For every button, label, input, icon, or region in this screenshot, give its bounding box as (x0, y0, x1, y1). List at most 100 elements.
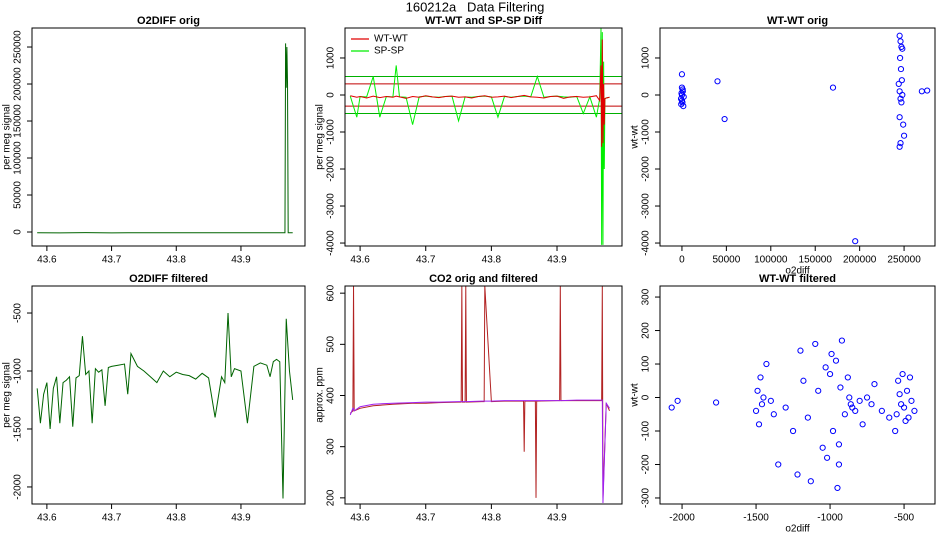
point (900, 404, 908, 411)
point (678, 71, 686, 78)
y-tick-label: 1000 (326, 46, 337, 69)
point (721, 115, 728, 123)
point (844, 374, 851, 381)
x-tick-label: 43.9 (547, 513, 567, 524)
x-tick-label: 150000 (799, 255, 833, 266)
point (899, 370, 906, 378)
point (903, 387, 911, 394)
x-tick-label: 43.6 (350, 513, 370, 524)
point (680, 102, 687, 110)
y-tick-label: -4000 (326, 230, 337, 256)
point (754, 387, 761, 394)
x-axis-label: o2diff (785, 524, 810, 535)
point (758, 401, 766, 408)
panel-title: WT-WT and SP-SP Diff (425, 15, 542, 27)
y-tick-label: -1000 (326, 119, 337, 145)
x-tick-label: 43.7 (416, 513, 436, 524)
point (829, 84, 837, 91)
panel-title: WT-WT orig (767, 15, 828, 27)
y-tick-label: 250000 (13, 30, 24, 64)
point (847, 401, 854, 408)
point (800, 377, 807, 384)
point (828, 350, 835, 358)
plot-area (677, 32, 931, 245)
y-tick-label: 300 (641, 288, 652, 305)
y-tick-label: -3000 (326, 193, 337, 219)
point (892, 427, 899, 435)
y-tick-label: -3000 (641, 193, 652, 219)
point (835, 461, 843, 468)
point (789, 427, 797, 435)
x-tick-label: 43.6 (37, 513, 57, 524)
x-tick-label: 43.7 (102, 255, 122, 266)
y-tick-label: 1000 (641, 46, 652, 69)
point (898, 99, 905, 106)
y-tick-label: -4000 (641, 230, 652, 256)
plot-frame (659, 27, 936, 247)
y-axis-label: wt-wt (630, 383, 641, 408)
point (868, 401, 875, 408)
x-tick-label: 43.9 (231, 513, 251, 524)
point (897, 65, 905, 73)
x-tick-label: -1500 (743, 513, 769, 524)
point (896, 54, 904, 62)
point (822, 364, 829, 371)
plot-area (668, 337, 918, 492)
y-tick-label: -2000 (641, 156, 652, 182)
point (804, 414, 811, 421)
plot-frame (659, 285, 936, 505)
point (896, 32, 903, 39)
point (770, 411, 777, 418)
y-tick-label: -1500 (13, 416, 24, 442)
series-line (350, 39, 610, 147)
point (837, 384, 844, 391)
series-line (349, 286, 610, 498)
point (859, 421, 866, 428)
point (895, 377, 902, 384)
point (896, 391, 903, 398)
x-tick-label: 200000 (843, 255, 877, 266)
point (902, 417, 909, 425)
point (863, 394, 871, 401)
panel: WT-WT orig 0 50000 100000 150000 200000 250000… (630, 15, 936, 277)
point (712, 399, 720, 406)
panel: CO2 orig and filtered 43.6 43.7 43.8 43.9 200… (315, 273, 623, 524)
x-tick-label: 250000 (887, 255, 921, 266)
point (896, 114, 903, 121)
y-tick-label: 200000 (13, 67, 24, 101)
point (924, 87, 931, 94)
y-axis-label: per meg signal (2, 362, 13, 428)
point (852, 238, 859, 245)
y-tick-label: -1000 (13, 358, 24, 384)
y-axis-label: per meg signal (2, 104, 13, 170)
point (898, 77, 905, 84)
point (893, 411, 900, 418)
plot-frame (344, 285, 623, 505)
y-tick-label: 0 (641, 92, 652, 98)
series-line (349, 28, 610, 245)
point (755, 421, 763, 428)
point (829, 427, 837, 435)
y-tick-label: 0 (641, 394, 652, 400)
series-line (349, 399, 610, 503)
point (900, 132, 908, 139)
x-tick-label: 43.6 (37, 255, 57, 266)
point (834, 484, 841, 492)
plot-frame (31, 27, 306, 247)
y-tick-label: 50000 (13, 181, 24, 209)
point (832, 357, 840, 364)
y-tick-label: 100000 (13, 141, 24, 175)
point (819, 444, 826, 451)
point (815, 387, 822, 394)
plot-area (37, 43, 293, 234)
x-tick-label: 43.8 (167, 255, 187, 266)
point (911, 407, 918, 415)
point (826, 370, 834, 378)
x-tick-label: -1000 (817, 513, 843, 524)
y-axis-label: approx. ppm (315, 367, 326, 423)
point (918, 88, 925, 95)
panel-title: WT-WT filtered (759, 273, 836, 285)
y-tick-label: -500 (13, 303, 24, 323)
y-tick-label: 600 (326, 284, 337, 301)
point (835, 441, 843, 448)
